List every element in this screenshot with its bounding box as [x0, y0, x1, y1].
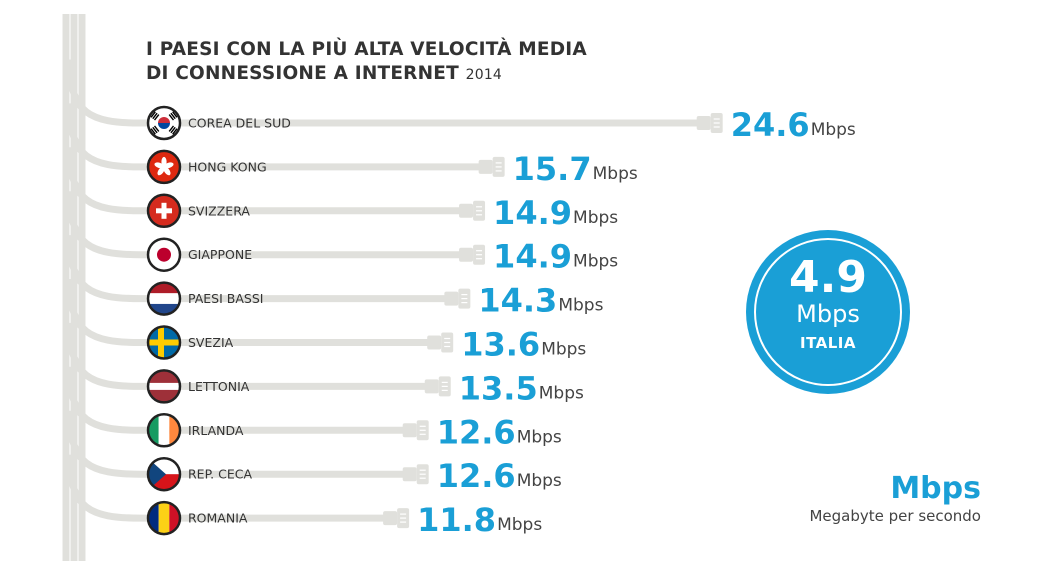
romania-flag-icon: [146, 500, 182, 536]
cable-bar: [66, 410, 411, 478]
unit-legend-full: Megabyte per secondo: [809, 507, 981, 525]
cable-bar: [66, 454, 391, 522]
cable-bar: [66, 191, 467, 259]
plug-body: [424, 379, 439, 394]
plug-body: [427, 335, 442, 350]
cable-bar: [66, 322, 433, 390]
country-row: SVIZZERA 14.9 Mbps: [66, 147, 618, 232]
cable-bar: [66, 366, 411, 434]
plug-body: [402, 423, 417, 438]
country-row: PAESI BASSI 14.3 Mbps: [66, 235, 604, 320]
country-label: REP. CECA: [188, 467, 252, 482]
unit-label: Mbps: [573, 208, 618, 228]
chart-title: I PAESI CON LA PIÙ ALTA VELOCITÀ MEDIA D…: [146, 38, 587, 87]
latvia-flag-icon: [146, 369, 182, 404]
country-label: COREA DEL SUD: [188, 116, 291, 131]
country-row: REP. CECA 12.6 Mbps: [66, 410, 562, 495]
country-label: GIAPPONE: [188, 247, 252, 262]
cable-bar: [66, 59, 705, 127]
country-row: COREA DEL SUD 24.6 Mbps: [66, 59, 856, 144]
value-label: 14.3: [478, 282, 557, 320]
unit-label: Mbps: [811, 120, 856, 140]
unit-label: Mbps: [497, 515, 542, 535]
value-label: 12.6: [437, 457, 516, 495]
value-label: 13.5: [459, 369, 538, 407]
title-line-1: I PAESI CON LA PIÙ ALTA VELOCITÀ MEDIA: [146, 39, 587, 60]
unit-label: Mbps: [593, 164, 638, 184]
country-label: HONG KONG: [188, 159, 267, 174]
plug-body: [478, 159, 493, 174]
switzerland-flag-icon: [146, 193, 182, 229]
italy-unit: Mbps: [796, 300, 860, 328]
south-korea-flag-icon: [146, 105, 182, 141]
unit-legend: Mbps Megabyte per secondo: [809, 472, 981, 526]
plug-body: [459, 203, 474, 218]
country-row: HONG KONG 15.7 Mbps: [66, 103, 638, 188]
value-label: 13.6: [461, 326, 540, 364]
ireland-flag-icon: [146, 413, 182, 448]
plug-body: [402, 467, 417, 482]
country-row: ROMANIA 11.8 Mbps: [66, 454, 542, 539]
plug-body: [444, 291, 459, 306]
value-label: 24.6: [731, 106, 810, 144]
value-label: 12.6: [437, 413, 516, 451]
country-row: SVEZIA 13.6 Mbps: [66, 279, 586, 364]
title-year: 2014: [465, 67, 503, 83]
italy-badge: 4.9 Mbps ITALIA: [746, 230, 910, 394]
value-label: 11.8: [417, 501, 496, 539]
plug-body: [383, 511, 398, 526]
country-label: IRLANDA: [188, 423, 244, 438]
title-line-2-text: DI CONNESSIONE A INTERNET: [146, 63, 459, 84]
country-row: GIAPPONE 14.9 Mbps: [66, 191, 618, 276]
cable-bar: [66, 147, 467, 215]
czech-republic-flag-icon: [146, 456, 182, 492]
cable-bar: [66, 103, 487, 171]
unit-label: Mbps: [517, 471, 562, 491]
unit-label: Mbps: [558, 296, 603, 316]
cable-bar: [66, 235, 452, 303]
country-label: LETTONIA: [188, 379, 250, 394]
unit-label: Mbps: [539, 383, 584, 403]
country-label: PAESI BASSI: [188, 291, 263, 306]
unit-label: Mbps: [573, 252, 618, 272]
sweden-flag-icon: [146, 325, 182, 360]
unit-label: Mbps: [517, 427, 562, 447]
country-label: ROMANIA: [188, 511, 248, 526]
badge-ring: [754, 238, 902, 386]
cable-bar: [66, 279, 435, 346]
country-label: SVEZIA: [188, 335, 234, 350]
japan-flag-icon: [146, 237, 182, 272]
value-label: 14.9: [493, 194, 572, 232]
unit-label: Mbps: [541, 340, 586, 360]
country-row: LETTONIA 13.5 Mbps: [66, 322, 584, 407]
netherlands-flag-icon: [146, 281, 182, 316]
country-label: SVIZZERA: [188, 203, 250, 218]
italy-value: 4.9: [789, 252, 867, 303]
italy-label: ITALIA: [799, 334, 856, 352]
value-label: 15.7: [513, 150, 592, 188]
plug-body: [459, 247, 474, 262]
plug-body: [696, 116, 711, 130]
title-line-2: DI CONNESSIONE A INTERNET 2014: [146, 62, 587, 87]
unit-legend-abbr: Mbps: [890, 471, 981, 506]
hong-kong-flag-icon: [146, 149, 182, 185]
value-label: 14.9: [493, 238, 572, 276]
country-row: IRLANDA 12.6 Mbps: [66, 366, 562, 451]
